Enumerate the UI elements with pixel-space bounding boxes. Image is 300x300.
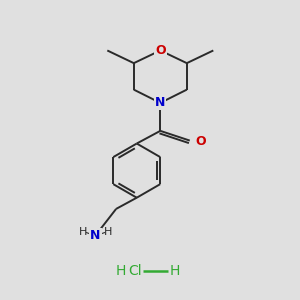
Text: N: N [155,96,166,110]
Text: H: H [79,227,87,237]
Text: H: H [170,264,180,278]
Text: H: H [104,227,112,237]
Text: O: O [196,135,206,148]
Text: Cl: Cl [128,264,142,278]
Text: H: H [116,264,126,278]
Text: N: N [90,229,101,242]
Text: O: O [155,44,166,57]
